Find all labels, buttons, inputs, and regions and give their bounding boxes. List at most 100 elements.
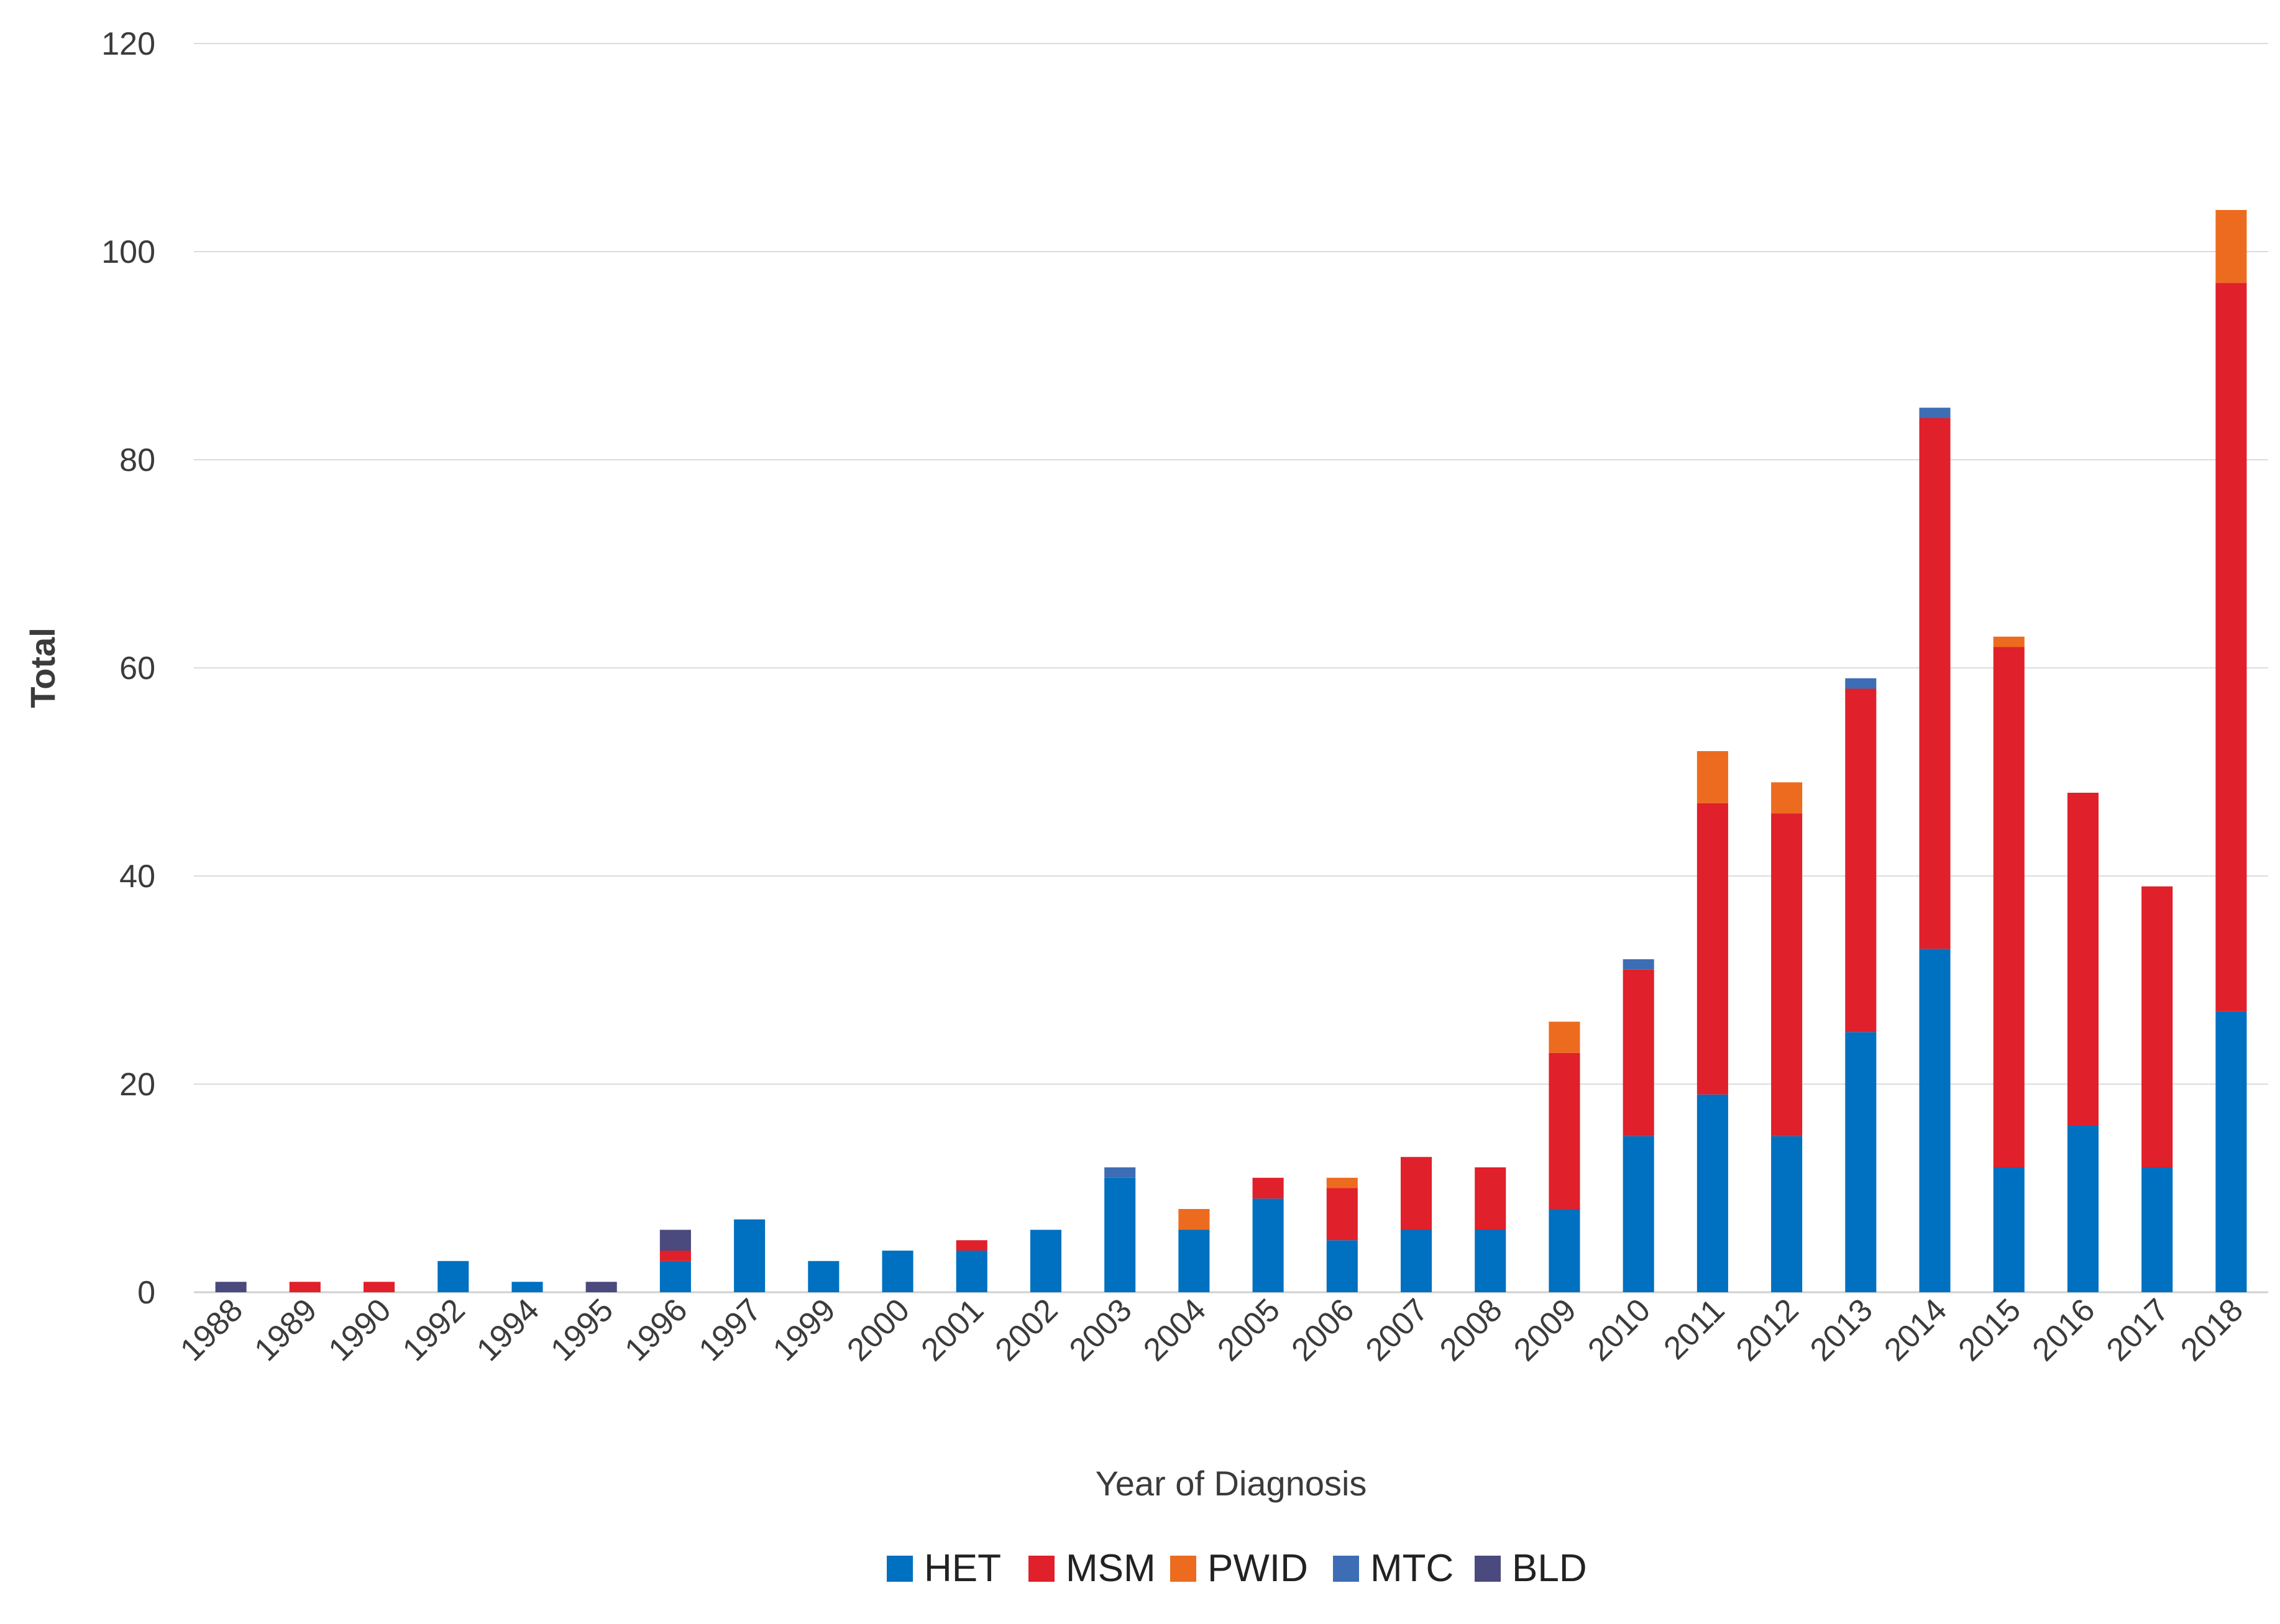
legend-label-het: HET [924, 1547, 1001, 1590]
y-tick-label-80: 80 [119, 442, 155, 478]
legend-item-pwid: PWID [1170, 1547, 1308, 1590]
bar-stack-2006 [1326, 1177, 1358, 1292]
bar-het-2017 [2141, 1167, 2173, 1292]
bar-msm-2015 [1993, 647, 2025, 1167]
bar-het-2005 [1252, 1198, 1284, 1292]
bar-het-2010 [1623, 1136, 1654, 1292]
legend: HET MSM PWID MTC BLD [887, 1547, 1587, 1590]
y-axis-title: Total [23, 627, 62, 708]
x-tick-label-2008: 2008 [1433, 1292, 1509, 1368]
bar-het-2014 [1919, 949, 1951, 1292]
x-tick-label-2006: 2006 [1284, 1292, 1361, 1368]
y-tick-label-40: 40 [119, 859, 155, 895]
bar-het-2012 [1771, 1136, 1803, 1292]
x-axis-title: Year of Diagnosis [1096, 1464, 1367, 1503]
legend-swatch-mtc [1333, 1556, 1359, 1582]
bar-het-2011 [1696, 1094, 1728, 1292]
legend-swatch-bld [1475, 1556, 1501, 1582]
bar-mtc-2010 [1623, 959, 1654, 970]
x-tick-label-1999: 1999 [766, 1292, 843, 1368]
x-tick-label-2002: 2002 [989, 1292, 1065, 1368]
bar-het-2002 [1030, 1229, 1061, 1292]
bar-stack-2016 [2067, 793, 2099, 1292]
bar-stack-2015 [1993, 636, 2025, 1292]
bar-mtc-2013 [1845, 678, 1877, 689]
bar-het-2000 [882, 1251, 913, 1292]
bar-het-2013 [1845, 1032, 1877, 1292]
x-tick-label-1995: 1995 [544, 1292, 620, 1368]
bar-msm-2005 [1252, 1177, 1284, 1199]
bar-het-2003 [1104, 1177, 1136, 1292]
y-tick-label-0: 0 [137, 1275, 155, 1311]
legend-label-pwid: PWID [1207, 1547, 1308, 1590]
bar-stack-1989 [289, 1282, 321, 1292]
legend-item-msm: MSM [1028, 1547, 1156, 1590]
bar-bld-1996 [659, 1229, 691, 1251]
bar-pwid-2011 [1696, 751, 1728, 803]
x-tick-label-1988: 1988 [173, 1292, 250, 1368]
bar-stack-2002 [1030, 1229, 1061, 1292]
legend-item-bld: BLD [1475, 1547, 1587, 1590]
y-tick-label-100: 100 [101, 234, 155, 270]
y-tick-label-120: 120 [101, 26, 155, 62]
legend-swatch-pwid [1170, 1556, 1196, 1582]
bar-msm-2014 [1919, 418, 1951, 949]
bar-stack-2011 [1696, 751, 1728, 1292]
bar-msm-2011 [1696, 803, 1728, 1095]
x-tick-label-1996: 1996 [618, 1292, 695, 1368]
bar-het-2009 [1549, 1209, 1580, 1292]
bar-stack-1997 [734, 1219, 766, 1292]
bar-msm-2013 [1845, 688, 1877, 1033]
bar-stack-1994 [511, 1282, 543, 1292]
bar-bld-1995 [585, 1282, 617, 1292]
x-tick-label-2005: 2005 [1211, 1292, 1287, 1368]
bar-stack-2013 [1845, 678, 1877, 1292]
bar-msm-2018 [2215, 283, 2247, 1011]
bar-het-1999 [808, 1261, 840, 1292]
bars [215, 210, 2247, 1292]
x-tick-label-2012: 2012 [1729, 1292, 1806, 1368]
bar-stack-2007 [1401, 1157, 1432, 1292]
legend-label-bld: BLD [1512, 1547, 1587, 1590]
x-tick-label-2017: 2017 [2100, 1292, 2176, 1368]
bar-stack-2018 [2215, 210, 2247, 1292]
x-tick-label-2007: 2007 [1359, 1292, 1435, 1368]
bar-msm-1990 [364, 1282, 395, 1292]
bar-het-1996 [659, 1261, 691, 1292]
bar-het-2004 [1178, 1229, 1210, 1292]
bar-msm-2017 [2141, 886, 2173, 1167]
gridlines [194, 43, 2268, 1293]
y-tick-label-20: 20 [119, 1067, 155, 1103]
x-tick-label-1989: 1989 [247, 1292, 324, 1368]
bar-stack-2001 [956, 1240, 987, 1292]
x-tick-label-2015: 2015 [1951, 1292, 2028, 1368]
x-tick-label-1997: 1997 [692, 1292, 769, 1368]
x-tick-label-2011: 2011 [1657, 1292, 1731, 1366]
x-tick-label-2003: 2003 [1063, 1292, 1139, 1368]
bar-stack-2008 [1475, 1167, 1506, 1292]
bar-mtc-2003 [1104, 1167, 1136, 1178]
bar-pwid-2018 [2215, 210, 2247, 283]
x-tick-label-2000: 2000 [840, 1292, 917, 1368]
bar-pwid-2004 [1178, 1209, 1210, 1230]
legend-swatch-het [887, 1556, 913, 1582]
legend-label-msm: MSM [1066, 1547, 1156, 1590]
bar-het-2006 [1326, 1240, 1358, 1292]
legend-label-mtc: MTC [1370, 1547, 1454, 1590]
x-tick-label-2001: 2001 [914, 1292, 991, 1368]
bar-stack-2004 [1178, 1209, 1210, 1292]
y-axis-ticks: 0 20 40 60 80 100 120 [101, 26, 155, 1311]
bar-stack-1999 [808, 1261, 840, 1292]
x-axis-ticks: 1988198919901992199419951996199719992000… [173, 1292, 2250, 1368]
bar-pwid-2012 [1771, 782, 1803, 814]
bar-het-2007 [1401, 1229, 1432, 1292]
bar-stack-2000 [882, 1251, 913, 1292]
bar-stack-1995 [585, 1282, 617, 1292]
bar-stack-2003 [1104, 1167, 1136, 1292]
bar-stack-2009 [1549, 1021, 1580, 1292]
bar-stack-1988 [215, 1282, 247, 1292]
bar-msm-2009 [1549, 1052, 1580, 1209]
legend-item-mtc: MTC [1333, 1547, 1454, 1590]
